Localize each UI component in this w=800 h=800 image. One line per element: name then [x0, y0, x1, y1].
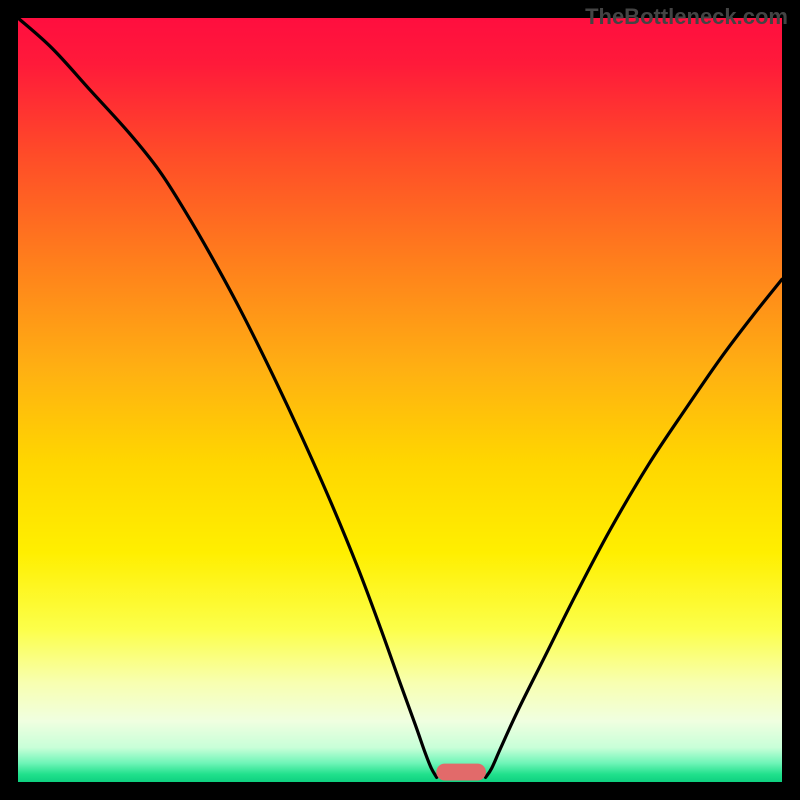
optimal-zone-marker [436, 764, 486, 781]
watermark-text: TheBottleneck.com [585, 4, 788, 30]
gradient-background [18, 18, 782, 782]
chart-canvas: TheBottleneck.com [0, 0, 800, 800]
bottleneck-chart-svg [0, 0, 800, 800]
